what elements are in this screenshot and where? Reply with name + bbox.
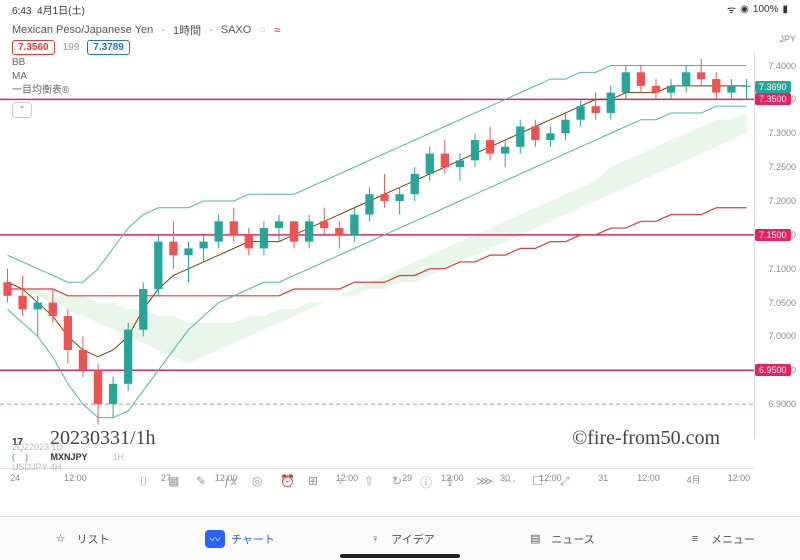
y-tick: 7.2000 bbox=[768, 196, 796, 206]
y-tick: 7.2500 bbox=[768, 162, 796, 172]
y-unit: JPY bbox=[779, 34, 796, 44]
idea-icon: ♀ bbox=[365, 530, 385, 548]
chart-header: Mexican Peso/Japanese Yen · 1時間 · SAXO ○… bbox=[0, 18, 800, 40]
x-tick: 12:00 bbox=[637, 473, 660, 483]
home-indicator bbox=[340, 554, 460, 558]
info-icon[interactable]: ⓘ bbox=[420, 474, 434, 488]
fx-icon[interactable]: ƒx bbox=[224, 474, 238, 488]
status-time: 6:43 bbox=[12, 6, 31, 17]
draw-icon[interactable]: ✎ bbox=[196, 474, 210, 488]
compare-icon[interactable]: ○ bbox=[259, 24, 266, 36]
price-tag: 7.3500 bbox=[755, 93, 791, 105]
x-tick: 12:00 bbox=[728, 473, 751, 483]
pattern-icon[interactable]: ⋙ bbox=[476, 474, 490, 488]
price-chart[interactable] bbox=[0, 52, 754, 438]
y-tick: 6.9000 bbox=[768, 399, 796, 409]
x-tick: 4月 bbox=[687, 473, 701, 486]
ticker-below[interactable]: USDJPY 4H bbox=[12, 462, 124, 472]
ticker-above[interactable]: 2Q22023 1D bbox=[12, 442, 124, 452]
sub-ticker: 2Q22023 1D () MXNJPY 1H USDJPY 4H bbox=[12, 442, 124, 472]
price-tag: 6.9500 bbox=[755, 364, 791, 376]
expand-icon[interactable]: ⤢ bbox=[560, 474, 574, 488]
status-date: 4月1日(土) bbox=[37, 6, 85, 17]
x-tick: 12:00 bbox=[64, 473, 87, 483]
nav-menu[interactable]: ≡メニュー bbox=[640, 517, 800, 560]
x-tick: 31 bbox=[598, 473, 608, 483]
y-tick: 7.0500 bbox=[768, 298, 796, 308]
x-tick: 24 bbox=[10, 473, 20, 483]
nav-list[interactable]: ☆リスト bbox=[0, 517, 160, 560]
price-tag: 7.1500 bbox=[755, 229, 791, 241]
battery-icon: ◉ bbox=[740, 4, 749, 15]
broker: SAXO bbox=[221, 24, 252, 36]
fullscreen-icon[interactable]: ☐ bbox=[532, 474, 546, 488]
y-tick: 7.0000 bbox=[768, 331, 796, 341]
y-tick: 7.1000 bbox=[768, 264, 796, 274]
more-icon[interactable]: ⋯ bbox=[504, 474, 518, 488]
battery-glyph: ▮ bbox=[782, 4, 788, 15]
bulb-icon[interactable]: ♀ bbox=[336, 474, 350, 488]
y-tick: 7.4000 bbox=[768, 61, 796, 71]
layout-icon[interactable]: ⊞ bbox=[308, 474, 322, 488]
nav-news[interactable]: ▤ニュース bbox=[480, 517, 640, 560]
chart-icon: 〰 bbox=[205, 530, 225, 548]
menu-icon: ≡ bbox=[685, 530, 705, 548]
battery-pct: 100% bbox=[753, 4, 779, 15]
ticker-main[interactable]: MXNJPY bbox=[51, 452, 88, 462]
nav-chart[interactable]: 〰チャート bbox=[160, 517, 320, 560]
target-icon[interactable]: ◎ bbox=[252, 474, 266, 488]
alert-icon[interactable]: ⏰ bbox=[280, 474, 294, 488]
y-axis[interactable]: JPY 7.40007.35007.30007.25007.20007.1500… bbox=[754, 52, 800, 438]
star-icon: ☆ bbox=[51, 530, 71, 548]
chart-toolbar: ⌷ ▦ ✎ ƒx ◎ ⏰ ⊞ ♀ ⇧ ↻ ⓘ ⫾ ⋙ ⋯ ☐ ⤢ bbox=[140, 474, 574, 488]
status-bar: 6:43 4月1日(土) ᯤ ◉ 100% ▮ bbox=[0, 0, 800, 18]
symbol-title[interactable]: Mexican Peso/Japanese Yen bbox=[12, 24, 153, 36]
stats-icon[interactable]: ⫾ bbox=[448, 474, 462, 488]
share-icon[interactable]: ⇧ bbox=[364, 474, 378, 488]
calendar-icon[interactable]: ▦ bbox=[168, 474, 182, 488]
price-tag: 7.3690 bbox=[755, 81, 791, 93]
candle-type-icon[interactable]: ⌷ bbox=[140, 474, 154, 488]
wifi-icon: ᯤ bbox=[727, 2, 736, 16]
news-icon: ▤ bbox=[525, 530, 545, 548]
timeframe[interactable]: 1時間 bbox=[173, 22, 201, 38]
approx-icon: ≈ bbox=[274, 23, 281, 37]
replay-icon[interactable]: ↻ bbox=[392, 474, 406, 488]
ticker-tf[interactable]: 1H bbox=[113, 452, 125, 462]
y-tick: 7.3000 bbox=[768, 128, 796, 138]
